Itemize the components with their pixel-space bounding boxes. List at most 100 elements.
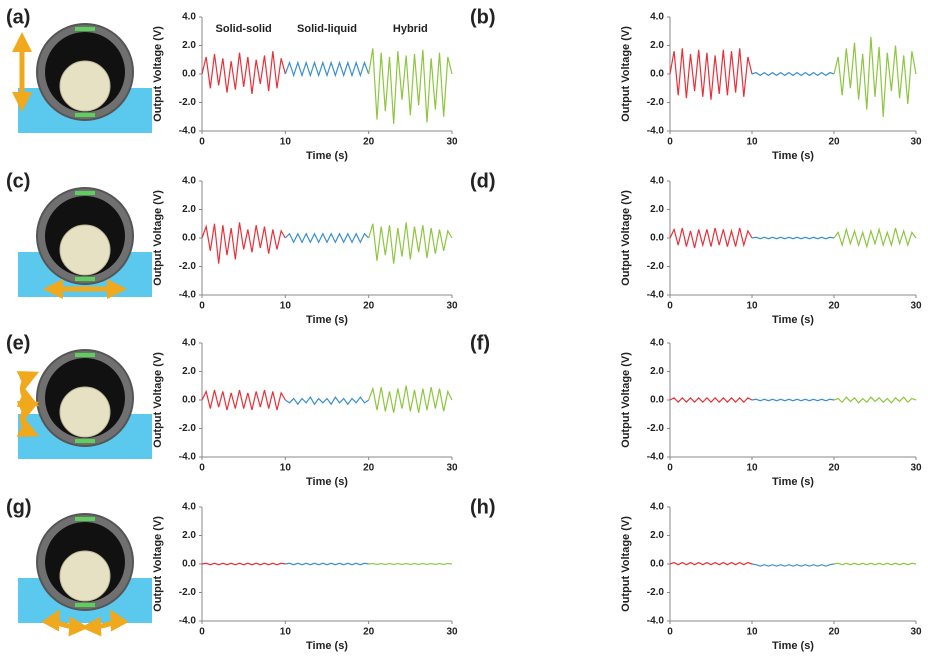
- series-line: [751, 236, 835, 240]
- electrode: [75, 277, 95, 281]
- x-tick-label: 20: [828, 463, 840, 474]
- series-line: [284, 396, 370, 406]
- motion-arrow: [16, 371, 40, 407]
- y-axis-label: Output Voltage (V): [620, 352, 632, 448]
- y-tick-label: 4.0: [182, 176, 196, 187]
- y-tick-label: 0.0: [182, 395, 196, 406]
- y-tick-label: 2.0: [182, 40, 196, 51]
- y-tick-label: 0.0: [650, 559, 664, 570]
- segment-label: Solid-liquid: [297, 23, 357, 35]
- y-axis-label: Output Voltage (V): [620, 190, 632, 286]
- x-tick-label: 20: [363, 301, 375, 312]
- x-tick-label: 10: [280, 627, 292, 638]
- panel-label: (e): [6, 332, 30, 354]
- x-axis-label: Time (s): [306, 476, 348, 488]
- x-axis-label: Time (s): [306, 150, 348, 162]
- y-tick-label: 2.0: [182, 530, 196, 541]
- x-tick-label: 30: [910, 301, 922, 312]
- electrode: [75, 603, 95, 607]
- y-tick-label: 4.0: [182, 502, 196, 513]
- x-tick-label: 0: [199, 627, 205, 638]
- y-axis-label: Output Voltage (V): [152, 516, 164, 612]
- x-axis-label: Time (s): [306, 640, 348, 652]
- segment-label: Hybrid: [393, 23, 428, 35]
- panel-label: (g): [6, 496, 32, 518]
- y-tick-label: 0.0: [650, 233, 664, 244]
- y-tick-label: 0.0: [650, 69, 664, 80]
- y-axis-label: Output Voltage (V): [620, 26, 632, 122]
- y-tick-label: -2.0: [647, 587, 665, 598]
- series-line: [669, 396, 753, 404]
- y-tick-label: 0.0: [650, 395, 664, 406]
- y-tick-label: 2.0: [650, 204, 664, 215]
- y-tick-label: 2.0: [182, 204, 196, 215]
- series-line: [201, 222, 286, 264]
- y-tick-label: 0.0: [182, 69, 196, 80]
- x-tick-label: 20: [828, 137, 840, 148]
- y-tick-label: 2.0: [182, 366, 196, 377]
- y-tick-label: 0.0: [182, 559, 196, 570]
- series-line: [284, 60, 370, 78]
- y-axis-label: Output Voltage (V): [620, 516, 632, 612]
- series-line: [201, 51, 286, 95]
- electrode: [75, 27, 95, 31]
- y-tick-label: -4.0: [179, 290, 197, 301]
- series-line: [833, 562, 917, 566]
- x-tick-label: 10: [280, 463, 292, 474]
- series-line: [833, 227, 917, 249]
- series-line: [285, 562, 369, 566]
- series-line: [284, 232, 370, 244]
- x-axis-label: Time (s): [772, 640, 814, 652]
- series-line: [669, 48, 753, 100]
- x-tick-label: 0: [199, 463, 205, 474]
- x-tick-label: 0: [199, 301, 205, 312]
- y-tick-label: -2.0: [179, 261, 197, 272]
- panel-label: (f): [470, 332, 490, 354]
- y-tick-label: -4.0: [179, 616, 197, 627]
- electrode: [75, 439, 95, 443]
- y-tick-label: -2.0: [647, 261, 665, 272]
- x-tick-label: 30: [910, 137, 922, 148]
- panel-label: (h): [470, 496, 496, 518]
- x-tick-label: 20: [363, 137, 375, 148]
- motion-arrow: [81, 609, 129, 637]
- panel-label: (a): [6, 6, 30, 28]
- series-line: [669, 227, 753, 249]
- series-line: [669, 561, 753, 566]
- motion-arrow: [41, 609, 89, 637]
- segment-label: Solid-solid: [216, 23, 272, 35]
- y-tick-label: 4.0: [182, 12, 196, 23]
- y-tick-label: 2.0: [650, 40, 664, 51]
- x-axis-label: Time (s): [772, 314, 814, 326]
- series-line: [368, 222, 453, 264]
- x-axis-label: Time (s): [306, 314, 348, 326]
- x-tick-label: 0: [667, 463, 673, 474]
- y-tick-label: 2.0: [650, 366, 664, 377]
- x-tick-label: 0: [667, 627, 673, 638]
- x-tick-label: 20: [363, 627, 375, 638]
- x-tick-label: 20: [363, 463, 375, 474]
- y-axis-label: Output Voltage (V): [152, 190, 164, 286]
- y-tick-label: 4.0: [650, 12, 664, 23]
- series-line: [751, 71, 835, 77]
- electrode: [75, 353, 95, 357]
- ball: [59, 386, 111, 438]
- x-tick-label: 30: [910, 463, 922, 474]
- series-line: [368, 562, 453, 566]
- x-axis-label: Time (s): [772, 150, 814, 162]
- y-tick-label: 4.0: [650, 502, 664, 513]
- electrode: [75, 517, 95, 521]
- y-tick-label: -4.0: [179, 126, 197, 137]
- x-tick-label: 10: [280, 301, 292, 312]
- y-tick-label: -2.0: [647, 423, 665, 434]
- series-line: [751, 563, 835, 567]
- panel-label: (c): [6, 170, 30, 192]
- y-tick-label: -4.0: [647, 126, 665, 137]
- y-tick-label: -4.0: [647, 452, 665, 463]
- electrode: [75, 113, 95, 117]
- y-tick-label: -2.0: [647, 97, 665, 108]
- series-line: [833, 396, 917, 404]
- series-line: [751, 398, 835, 402]
- panel-label: (d): [470, 170, 496, 192]
